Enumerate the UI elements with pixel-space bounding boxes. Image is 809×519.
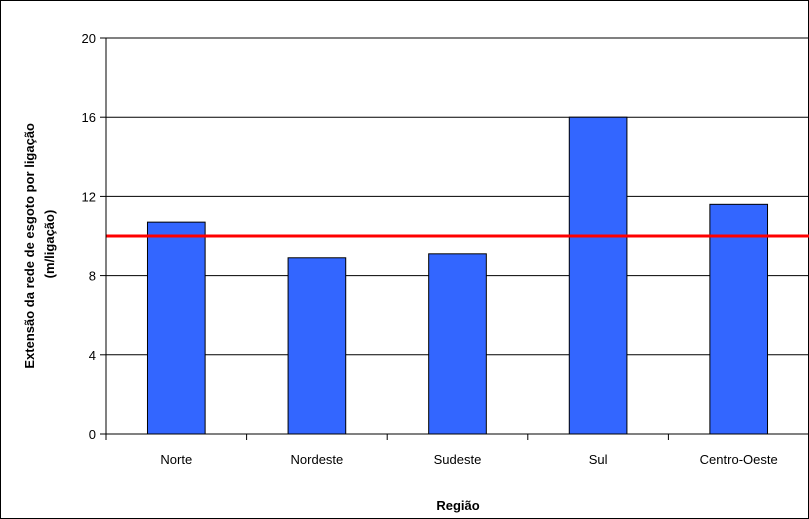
bar-norte [146,221,206,435]
y-axis-title-line-2: (m/ligação) [42,210,57,279]
bar-sudeste [428,253,487,435]
y-tick-labels: 0 4 8 12 16 20 [82,31,96,442]
x-tick-label: Nordeste [291,452,344,467]
y-tick-label: 16 [82,110,96,125]
y-axis-title: Extensão da rede de esgoto por ligação (… [22,119,57,368]
bar-centro-oeste [709,203,769,435]
plot-area: 0 4 8 12 16 20 Norte Nordeste Sudeste Sul Centro-… [82,31,809,467]
y-axis-title-line-1: Extensão da rede de esgoto por ligação [22,123,37,369]
gridlines [106,37,809,356]
bar-series [146,116,769,435]
y-tick-label: 12 [82,189,96,204]
axes [100,37,809,440]
x-tick-labels: Norte Nordeste Sudeste Sul Centro-Oeste [160,452,777,467]
y-tick-label: 8 [89,269,96,284]
x-tick-label: Sul [589,452,608,467]
bar-sul [568,116,628,435]
x-tick-label: Sudeste [434,452,482,467]
y-tick-label: 0 [89,427,96,442]
y-tick-label: 20 [82,31,96,46]
x-tick-label: Norte [160,452,192,467]
x-tick-label: Centro-Oeste [700,452,778,467]
bar-nordeste [287,257,347,435]
x-axis-title: Região [436,498,479,513]
y-tick-label: 4 [89,348,96,363]
